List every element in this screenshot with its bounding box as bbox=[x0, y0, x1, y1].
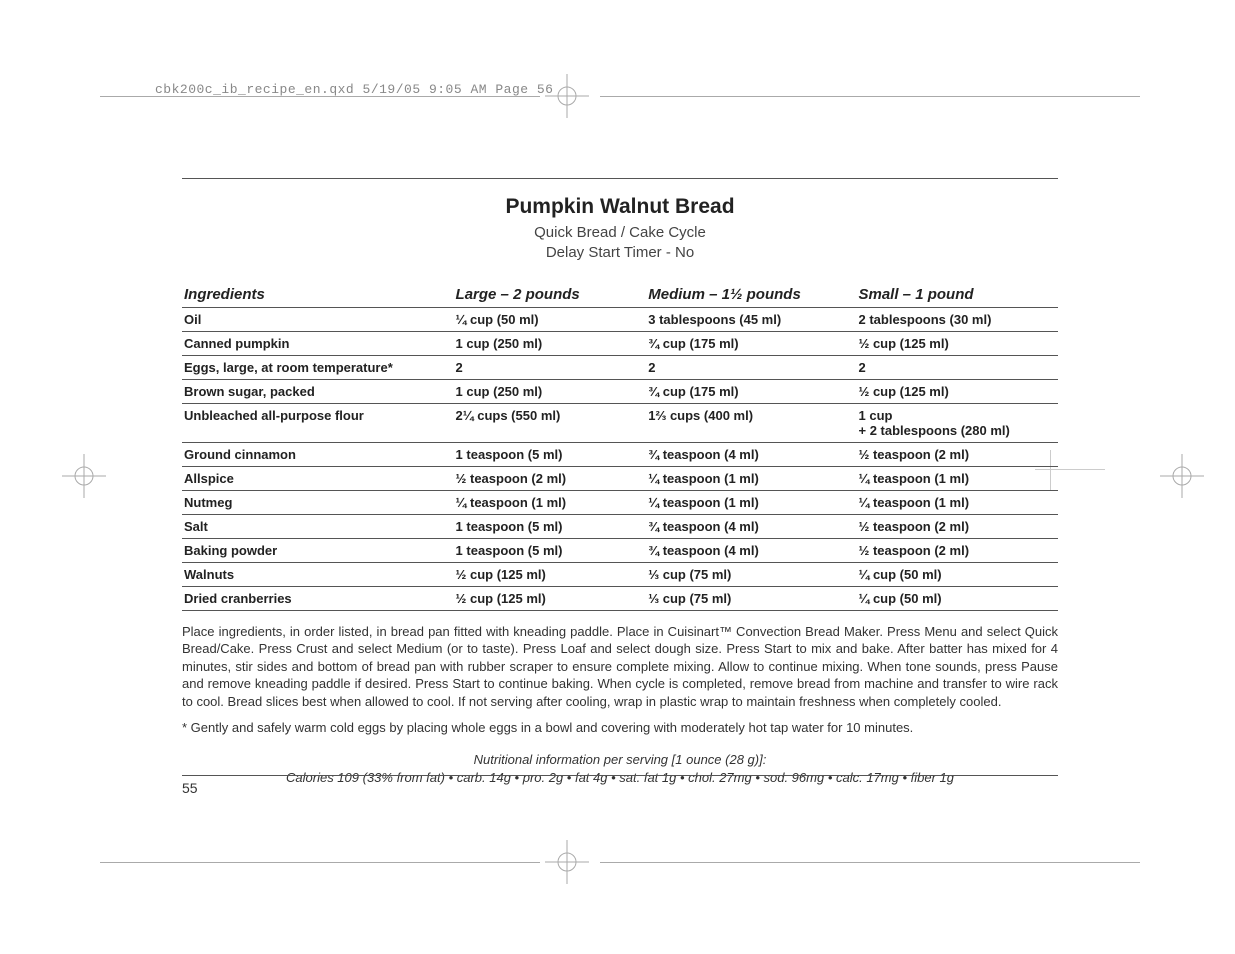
amount-large: ½ cup (125 ml) bbox=[454, 562, 647, 586]
trim-line bbox=[600, 96, 1140, 97]
nutrition-info: Nutritional information per serving [1 o… bbox=[182, 751, 1058, 787]
nutrition-values: Calories 109 (33% from fat) • carb. 14g … bbox=[286, 770, 954, 785]
amount-large: 1 teaspoon (5 ml) bbox=[454, 442, 647, 466]
amount-medium: ¼ teaspoon (1 ml) bbox=[646, 490, 856, 514]
print-slug: cbk200c_ib_recipe_en.qxd 5/19/05 9:05 AM… bbox=[155, 82, 553, 97]
amount-large: 1 teaspoon (5 ml) bbox=[454, 538, 647, 562]
trim-line bbox=[600, 862, 1140, 863]
registration-mark-icon bbox=[545, 74, 589, 118]
instructions-text: Place ingredients, in order listed, in b… bbox=[182, 623, 1058, 711]
amount-medium: 3 tablespoons (45 ml) bbox=[646, 307, 856, 331]
amount-small: 1 cup+ 2 tablespoons (280 ml) bbox=[857, 403, 1059, 442]
page: cbk200c_ib_recipe_en.qxd 5/19/05 9:05 AM… bbox=[0, 0, 1235, 954]
amount-medium: ¾ cup (175 ml) bbox=[646, 379, 856, 403]
table-row: Unbleached all-purpose flour2¼ cups (550… bbox=[182, 403, 1058, 442]
amount-small: ¼ cup (50 ml) bbox=[857, 562, 1059, 586]
amount-large: 1 cup (250 ml) bbox=[454, 331, 647, 355]
trim-line bbox=[100, 862, 540, 863]
amount-small: ½ cup (125 ml) bbox=[857, 331, 1059, 355]
top-rule bbox=[182, 178, 1058, 179]
ingredient-name: Dried cranberries bbox=[182, 586, 454, 610]
table-row: Salt1 teaspoon (5 ml)¾ teaspoon (4 ml)½ … bbox=[182, 514, 1058, 538]
header-large: Large – 2 pounds bbox=[454, 282, 647, 308]
amount-medium: ¼ teaspoon (1 ml) bbox=[646, 466, 856, 490]
header-small: Small – 1 pound bbox=[857, 282, 1059, 308]
registration-mark-icon bbox=[62, 454, 106, 498]
ingredient-name: Ground cinnamon bbox=[182, 442, 454, 466]
header-ingredients: Ingredients bbox=[182, 282, 454, 308]
ingredient-name: Canned pumpkin bbox=[182, 331, 454, 355]
amount-large: ¼ cup (50 ml) bbox=[454, 307, 647, 331]
table-row: Ground cinnamon1 teaspoon (5 ml)¾ teaspo… bbox=[182, 442, 1058, 466]
table-row: Oil¼ cup (50 ml)3 tablespoons (45 ml)2 t… bbox=[182, 307, 1058, 331]
amount-small: ¼ teaspoon (1 ml) bbox=[857, 490, 1059, 514]
ingredient-name: Eggs, large, at room temperature* bbox=[182, 355, 454, 379]
amount-large: 2¼ cups (550 ml) bbox=[454, 403, 647, 442]
ingredient-name: Baking powder bbox=[182, 538, 454, 562]
trim-line bbox=[100, 96, 540, 97]
table-row: Canned pumpkin1 cup (250 ml)¾ cup (175 m… bbox=[182, 331, 1058, 355]
ingredient-name: Walnuts bbox=[182, 562, 454, 586]
recipe-subtitle: Quick Bread / Cake Cycle Delay Start Tim… bbox=[182, 223, 1058, 264]
registration-mark-icon bbox=[545, 840, 589, 884]
ingredients-body: Oil¼ cup (50 ml)3 tablespoons (45 ml)2 t… bbox=[182, 307, 1058, 610]
amount-small: 2 tablespoons (30 ml) bbox=[857, 307, 1059, 331]
amount-small: ½ teaspoon (2 ml) bbox=[857, 538, 1059, 562]
table-header-row: Ingredients Large – 2 pounds Medium – 1½… bbox=[182, 282, 1058, 308]
amount-large: ¼ teaspoon (1 ml) bbox=[454, 490, 647, 514]
ingredient-name: Salt bbox=[182, 514, 454, 538]
ingredient-name: Allspice bbox=[182, 466, 454, 490]
amount-large: ½ teaspoon (2 ml) bbox=[454, 466, 647, 490]
amount-medium: ¾ teaspoon (4 ml) bbox=[646, 538, 856, 562]
amount-medium: ¾ cup (175 ml) bbox=[646, 331, 856, 355]
table-row: Nutmeg¼ teaspoon (1 ml)¼ teaspoon (1 ml)… bbox=[182, 490, 1058, 514]
ingredient-name: Nutmeg bbox=[182, 490, 454, 514]
ingredient-name: Oil bbox=[182, 307, 454, 331]
recipe-content: Pumpkin Walnut Bread Quick Bread / Cake … bbox=[182, 195, 1058, 788]
page-number-rule bbox=[182, 775, 1058, 776]
amount-large: ½ cup (125 ml) bbox=[454, 586, 647, 610]
recipe-title: Pumpkin Walnut Bread bbox=[182, 195, 1058, 219]
registration-mark-icon bbox=[1160, 454, 1204, 498]
amount-small: ½ teaspoon (2 ml) bbox=[857, 514, 1059, 538]
page-number: 55 bbox=[182, 780, 198, 796]
footnote-text: * Gently and safely warm cold eggs by pl… bbox=[182, 720, 1058, 735]
table-row: Eggs, large, at room temperature*222 bbox=[182, 355, 1058, 379]
amount-large: 2 bbox=[454, 355, 647, 379]
delay-line: Delay Start Timer - No bbox=[546, 244, 694, 261]
table-row: Walnuts½ cup (125 ml)⅓ cup (75 ml)¼ cup … bbox=[182, 562, 1058, 586]
amount-medium: 2 bbox=[646, 355, 856, 379]
amount-medium: ¾ teaspoon (4 ml) bbox=[646, 514, 856, 538]
amount-medium: ¾ teaspoon (4 ml) bbox=[646, 442, 856, 466]
amount-small: ½ cup (125 ml) bbox=[857, 379, 1059, 403]
table-row: Brown sugar, packed1 cup (250 ml)¾ cup (… bbox=[182, 379, 1058, 403]
amount-medium: ⅓ cup (75 ml) bbox=[646, 562, 856, 586]
ingredient-name: Brown sugar, packed bbox=[182, 379, 454, 403]
ingredients-table: Ingredients Large – 2 pounds Medium – 1½… bbox=[182, 282, 1058, 611]
amount-small: ¼ cup (50 ml) bbox=[857, 586, 1059, 610]
amount-small: ¼ teaspoon (1 ml) bbox=[857, 466, 1059, 490]
amount-large: 1 teaspoon (5 ml) bbox=[454, 514, 647, 538]
amount-medium: ⅓ cup (75 ml) bbox=[646, 586, 856, 610]
nutrition-heading: Nutritional information per serving [1 o… bbox=[474, 752, 767, 767]
table-row: Baking powder1 teaspoon (5 ml)¾ teaspoon… bbox=[182, 538, 1058, 562]
amount-medium: 1⅔ cups (400 ml) bbox=[646, 403, 856, 442]
amount-large: 1 cup (250 ml) bbox=[454, 379, 647, 403]
amount-small: 2 bbox=[857, 355, 1059, 379]
amount-small: ½ teaspoon (2 ml) bbox=[857, 442, 1059, 466]
ingredient-name: Unbleached all-purpose flour bbox=[182, 403, 454, 442]
header-medium: Medium – 1½ pounds bbox=[646, 282, 856, 308]
table-row: Allspice½ teaspoon (2 ml)¼ teaspoon (1 m… bbox=[182, 466, 1058, 490]
table-row: Dried cranberries½ cup (125 ml)⅓ cup (75… bbox=[182, 586, 1058, 610]
cycle-line: Quick Bread / Cake Cycle bbox=[534, 224, 706, 241]
